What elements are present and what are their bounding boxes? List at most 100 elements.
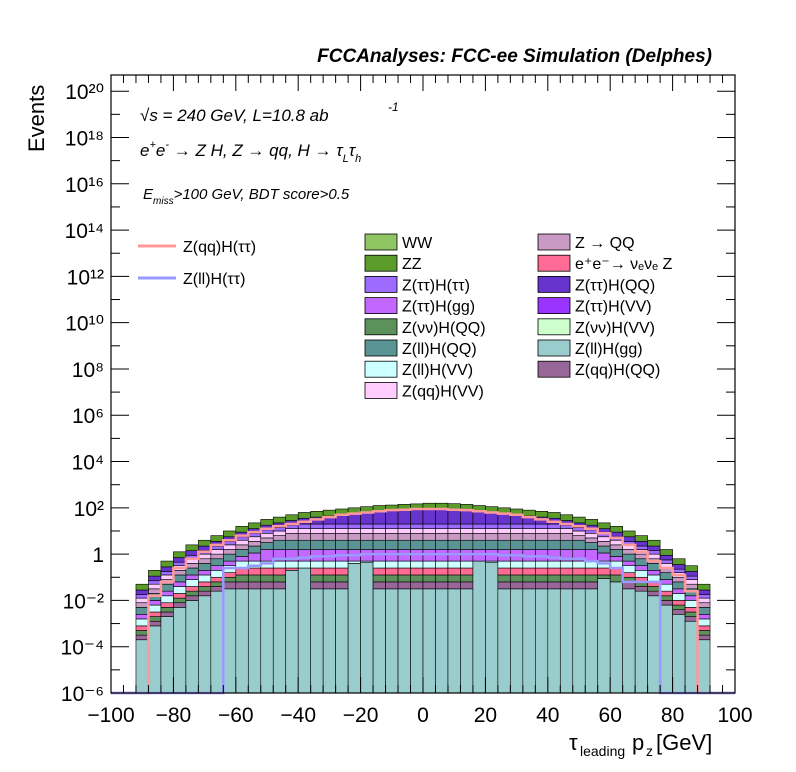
stack-bar-zqq-hvv (535, 528, 549, 534)
stack-bar-z-qq (622, 549, 636, 555)
stack-bar-znunu-hqq (397, 574, 411, 583)
stack-bar-zll-hvv (210, 570, 224, 578)
stack-bar-z-qq (372, 532, 386, 541)
stack-bar-ztautau-hqq (659, 554, 673, 561)
stack-bar-zz (647, 539, 661, 547)
stack-bar-zll-hqq (173, 574, 187, 583)
stack-bar-zll-hgg (235, 588, 249, 694)
annotation-process: e+e- → Z H, Z → qq, H → τLτh (140, 139, 361, 165)
stack-bar-zqq-hvv (572, 530, 586, 536)
legend-swatch-zll-hgg (537, 339, 571, 357)
stack-bar-ee-nunuz (310, 567, 324, 576)
stack-bar-zqq-hqq (535, 581, 549, 590)
stack-bar-zll-hqq (260, 542, 274, 550)
stack-bar-zqq-hvv (322, 528, 336, 534)
x-tick-label: −80 (156, 704, 192, 727)
stack-bar-z-qq (510, 532, 524, 541)
stack-bar-zll-hgg (148, 625, 162, 694)
stack-bar-zll-hgg (173, 607, 187, 694)
stack-bar-zll-hgg (435, 588, 449, 694)
stack-bar-ee-nunuz (572, 567, 586, 576)
stack-bar-zll-hvv (160, 595, 174, 604)
stack-bar-z-qq (672, 576, 686, 583)
stack-bar-zz (185, 544, 199, 551)
stack-bar-ztautau-htautau (547, 523, 561, 529)
stack-bar-ztautau-htautau (360, 523, 374, 529)
stack-bar-zll-hgg (322, 588, 336, 694)
y-tick-label: 10¹⁸ (65, 127, 104, 150)
stack-bar-ztautau-htautau (173, 561, 187, 566)
stack-bar-zqq-hqq (647, 590, 661, 597)
stack-bar-zll-hqq (535, 539, 549, 550)
stack-bar-zll-hqq (485, 539, 499, 550)
legend-swatch-zll-hvv (364, 360, 398, 378)
stack-bar-zll-hgg (684, 620, 698, 694)
stack-bar-zll-hgg (447, 588, 461, 694)
stack-bar-zqq-hqq (447, 581, 461, 590)
stack-bar-zqq-hqq (198, 590, 212, 597)
chart-title: FCCAnalyses: FCC-ee Simulation (Delphes) (317, 46, 712, 67)
stack-bar-ztautau-hgg (584, 549, 599, 562)
stack-bar-zll-hqq (659, 572, 673, 580)
stack-bar-ztautau-htautau (647, 550, 661, 555)
stack-bar-zz (547, 512, 561, 519)
stack-bar-ztautau-htautau (160, 571, 174, 576)
stack-bar-ztautau-hqq (435, 508, 449, 525)
stack-bar-ztautau-htautau (485, 523, 499, 529)
stack-bar-zz (584, 519, 599, 526)
stack-bar-z-qq (210, 553, 224, 560)
stack-bar-ee-nunuz (659, 590, 673, 597)
stack-bar-znunu-hqq (535, 574, 549, 583)
stack-bar-zll-hgg (260, 588, 274, 694)
stack-bar-zqq-hqq (547, 581, 561, 590)
y-tick-label: 10²⁰ (65, 81, 104, 104)
stack-bar-zll-hvv (622, 565, 636, 573)
legend-label: Z(ll)H(QQ) (402, 341, 477, 358)
legend-swatch-ztautau-hvv (537, 297, 571, 315)
stack-bar-ztautau-htautau (385, 523, 399, 529)
stack-bar-zz (160, 560, 174, 568)
stack-bar-zz (260, 519, 274, 526)
stack-bar-ee-nunuz (210, 576, 224, 583)
stack-bar-zz (148, 570, 162, 577)
svg-text:[GeV]: [GeV] (656, 730, 712, 755)
stack-bar-zll-hvv (198, 574, 212, 583)
stack-bar-zll-hgg (210, 590, 224, 694)
stack-bar-ztautau-hqq (148, 575, 162, 582)
y-tick-label: 10⁴ (72, 452, 104, 475)
stack-bar-ztautau-hqq (198, 545, 212, 551)
stack-bar-zz (322, 509, 336, 517)
legend-label: Z(νν)H(VV) (575, 320, 655, 337)
stack-bar-zll-hgg (510, 588, 524, 694)
stack-bar-zll-hgg (609, 581, 623, 694)
legend-label: e⁺e⁻→ νₑνₑ Z (575, 256, 672, 273)
stack-bar-ztautau-hqq (347, 513, 361, 525)
legend-swatch-zqq-hqq (537, 360, 571, 378)
stack-bar-zll-hqq (347, 539, 361, 550)
stack-bar-ztautau-hqq (460, 509, 474, 525)
svg-text:-1: -1 (388, 100, 399, 114)
stack-bar-zll-hvv (672, 593, 686, 601)
stack-bar-ztautau-hqq (160, 566, 174, 572)
stack-bar-zll-hgg (622, 588, 636, 694)
stack-bar-zll-hqq (210, 558, 224, 566)
stack-bar-znunu-hqq (672, 604, 686, 610)
stack-bar-zqq-hqq (148, 620, 162, 627)
stack-bar-zqq-hqq (272, 581, 287, 590)
stack-bar-zz (198, 539, 212, 547)
stack-bar-znunu-hqq (460, 574, 474, 583)
stack-bar-zll-hvv (148, 604, 162, 613)
stack-bar-zqq-hqq (210, 586, 224, 592)
stack-bar-ztautau-htautau (684, 575, 698, 580)
stack-bar-zll-hvv (447, 560, 461, 569)
legend: Z(qq)H(ττ) Z(ll)H(ττ) WW ZZ Z(ττ)H(ττ) Z(ττ)H… (138, 233, 672, 400)
stack-bar-znunu-hqq (559, 574, 574, 583)
stack-bar-zll-hvv (510, 560, 524, 569)
stack-bar-zz (597, 522, 611, 529)
stack-bar-zll-hgg (372, 588, 386, 694)
stack-bar-zz (634, 535, 648, 542)
stack-bar-ee-nunuz (272, 567, 287, 576)
stack-bar-ztautau-hqq (497, 513, 511, 525)
stack-bar-zz (285, 514, 299, 521)
stack-bar-ztautau-hgg (597, 552, 611, 562)
